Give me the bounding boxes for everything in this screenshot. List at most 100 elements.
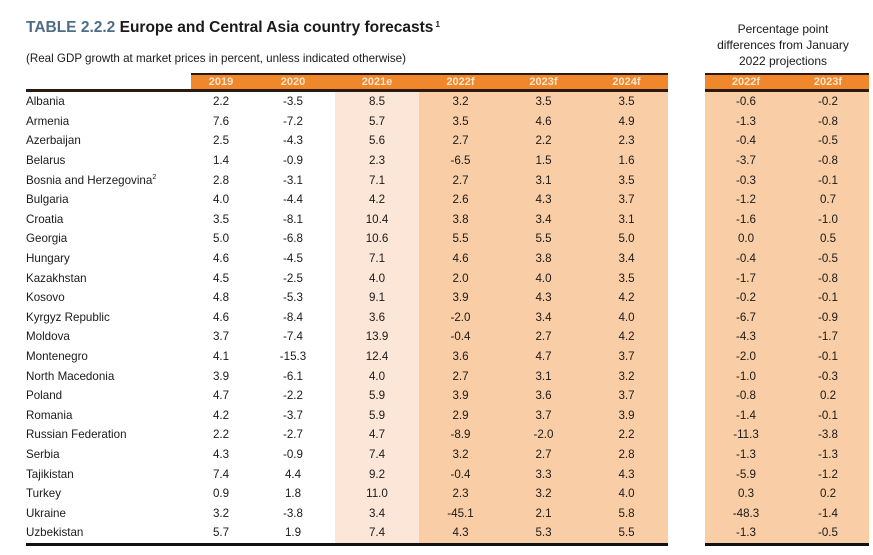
country-name: Russian Federation xyxy=(26,428,127,442)
diff-row: -1.3 -1.3 xyxy=(705,444,869,465)
value-2019: 1.4 xyxy=(212,154,230,168)
value-2024f: 3.7 xyxy=(585,346,668,367)
diff-row: -1.7 -0.8 xyxy=(705,268,869,288)
diff-header-row: 2022f 2023f xyxy=(705,73,869,92)
value-2019: 7.4 xyxy=(212,467,230,481)
country-name: Uzbekistan xyxy=(26,526,84,540)
value-2019: 4.7 xyxy=(212,389,230,403)
diff-header-2023f: 2023f xyxy=(787,73,869,92)
country-name: North Macedonia xyxy=(26,369,115,383)
country-footnote-marker: 2 xyxy=(152,173,157,181)
country-cell: North Macedonia xyxy=(26,366,191,386)
value-2020: -7.2 xyxy=(283,114,303,128)
diff-table: 2022f 2023f -0.6 -0.2 -1.3 -0.8 -0.4 -0.5 -3.7… xyxy=(705,73,869,546)
value-2021e: 12.4 xyxy=(335,346,419,367)
forecast-header-row: 2019 2020 2021e 2022f 2023f 2024f xyxy=(26,73,668,92)
diff-value-2022f: -6.7 xyxy=(705,307,787,328)
value-2023f: 3.4 xyxy=(502,307,585,328)
country-name: Bulgaria xyxy=(26,193,69,207)
value-2021e: 7.4 xyxy=(335,444,419,465)
diff-heading-line: differences from January xyxy=(717,38,849,52)
diff-row: -3.7 -0.8 xyxy=(705,150,869,171)
country-cell: Romania xyxy=(26,406,191,426)
value-2022f: 2.9 xyxy=(419,405,502,426)
country-name: Armenia xyxy=(26,114,70,128)
diff-row: -1.3 -0.8 xyxy=(705,111,869,132)
value-2022f: -45.1 xyxy=(419,503,502,524)
table-row: Russian Federation 2.2 -2.7 4.7 -8.9 -2.0 2.2 xyxy=(26,425,668,445)
country-name: Hungary xyxy=(26,252,70,266)
value-2024f: 3.5 xyxy=(585,90,668,112)
value-2022f: 2.7 xyxy=(419,170,502,190)
country-cell: Bosnia and Herzegovina2 xyxy=(26,170,191,190)
value-2019: 2.2 xyxy=(212,95,230,109)
value-2020: -0.9 xyxy=(283,447,303,461)
table-row: Montenegro 4.1 -15.3 12.4 3.6 4.7 3.7 xyxy=(26,346,668,367)
table-row: Romania 4.2 -3.7 5.9 2.9 3.7 3.9 xyxy=(26,405,668,426)
value-2019: 4.5 xyxy=(212,271,230,285)
table-row: Belarus 1.4 -0.9 2.3 -6.5 1.5 1.6 xyxy=(26,150,668,171)
value-2022f: 2.6 xyxy=(419,189,502,210)
value-2021e: 10.6 xyxy=(335,229,419,249)
country-name: Turkey xyxy=(26,487,62,501)
value-2022f: 5.5 xyxy=(419,229,502,249)
value-2023f: 3.4 xyxy=(502,209,585,230)
table-row: Kazakhstan 4.5 -2.5 4.0 2.0 4.0 3.5 xyxy=(26,268,668,288)
country-cell: Kosovo xyxy=(26,288,191,308)
diff-value-2023f: -1.7 xyxy=(787,327,869,347)
value-2020: -5.3 xyxy=(283,291,303,305)
header-2019: 2019 xyxy=(191,73,251,92)
diff-value-2023f: 0.5 xyxy=(787,229,869,249)
value-2020: -2.7 xyxy=(283,428,303,442)
value-2019: 3.5 xyxy=(212,212,230,226)
table-row: Azerbaijan 2.5 -4.3 5.6 2.7 2.2 2.3 xyxy=(26,131,668,151)
table-row: Tajikistan 7.4 4.4 9.2 -0.4 3.3 4.3 xyxy=(26,464,668,484)
diff-value-2022f: -2.0 xyxy=(705,346,787,367)
table-title: TABLE 2.2.2 Europe and Central Asia coun… xyxy=(26,19,440,37)
diff-value-2022f: -1.3 xyxy=(705,444,787,465)
value-2021e: 7.1 xyxy=(335,248,419,269)
country-cell: Kyrgyz Republic xyxy=(26,308,191,328)
country-cell: Serbia xyxy=(26,445,191,465)
country-name: Kazakhstan xyxy=(26,271,87,285)
diff-value-2023f: -0.8 xyxy=(787,150,869,171)
diff-value-2023f: 0.2 xyxy=(787,385,869,406)
value-2022f: 3.8 xyxy=(419,209,502,230)
value-2019: 4.8 xyxy=(212,291,230,305)
value-2021e: 10.4 xyxy=(335,209,419,230)
diff-row: -1.0 -0.3 xyxy=(705,366,869,386)
country-cell: Armenia xyxy=(26,112,191,132)
value-2021e: 5.7 xyxy=(335,111,419,132)
value-2021e: 4.0 xyxy=(335,366,419,386)
value-2020: -8.1 xyxy=(283,212,303,226)
value-2022f: 2.0 xyxy=(419,268,502,288)
value-2021e: 9.2 xyxy=(335,464,419,484)
diff-value-2022f: -3.7 xyxy=(705,150,787,171)
value-2022f: 3.5 xyxy=(419,111,502,132)
table-row: Croatia 3.5 -8.1 10.4 3.8 3.4 3.1 xyxy=(26,209,668,230)
country-name: Montenegro xyxy=(26,350,88,364)
value-2021e: 5.9 xyxy=(335,405,419,426)
value-2022f: -2.0 xyxy=(419,307,502,328)
value-2024f: 4.2 xyxy=(585,287,668,308)
diff-value-2023f: -0.1 xyxy=(787,405,869,426)
country-cell: Turkey xyxy=(26,484,191,504)
value-2022f: 2.7 xyxy=(419,131,502,151)
country-name: Kosovo xyxy=(26,291,65,305)
diff-row: -6.7 -0.9 xyxy=(705,307,869,328)
value-2021e: 8.5 xyxy=(335,90,419,112)
diff-value-2023f: -0.5 xyxy=(787,248,869,269)
value-2024f: 3.7 xyxy=(585,385,668,406)
value-2020: -3.1 xyxy=(283,173,303,187)
country-cell: Tajikistan xyxy=(26,464,191,484)
value-2024f: 3.4 xyxy=(585,248,668,269)
value-2021e: 13.9 xyxy=(335,327,419,347)
header-2024f: 2024f xyxy=(585,73,668,92)
diff-row: -2.0 -0.1 xyxy=(705,346,869,367)
diff-value-2023f: -1.2 xyxy=(787,464,869,484)
diff-row: -1.4 -0.1 xyxy=(705,405,869,426)
value-2019: 5.0 xyxy=(212,232,230,246)
diff-value-2023f: -3.8 xyxy=(787,425,869,445)
diff-value-2023f: -0.2 xyxy=(787,90,869,112)
value-2023f: 4.7 xyxy=(502,346,585,367)
